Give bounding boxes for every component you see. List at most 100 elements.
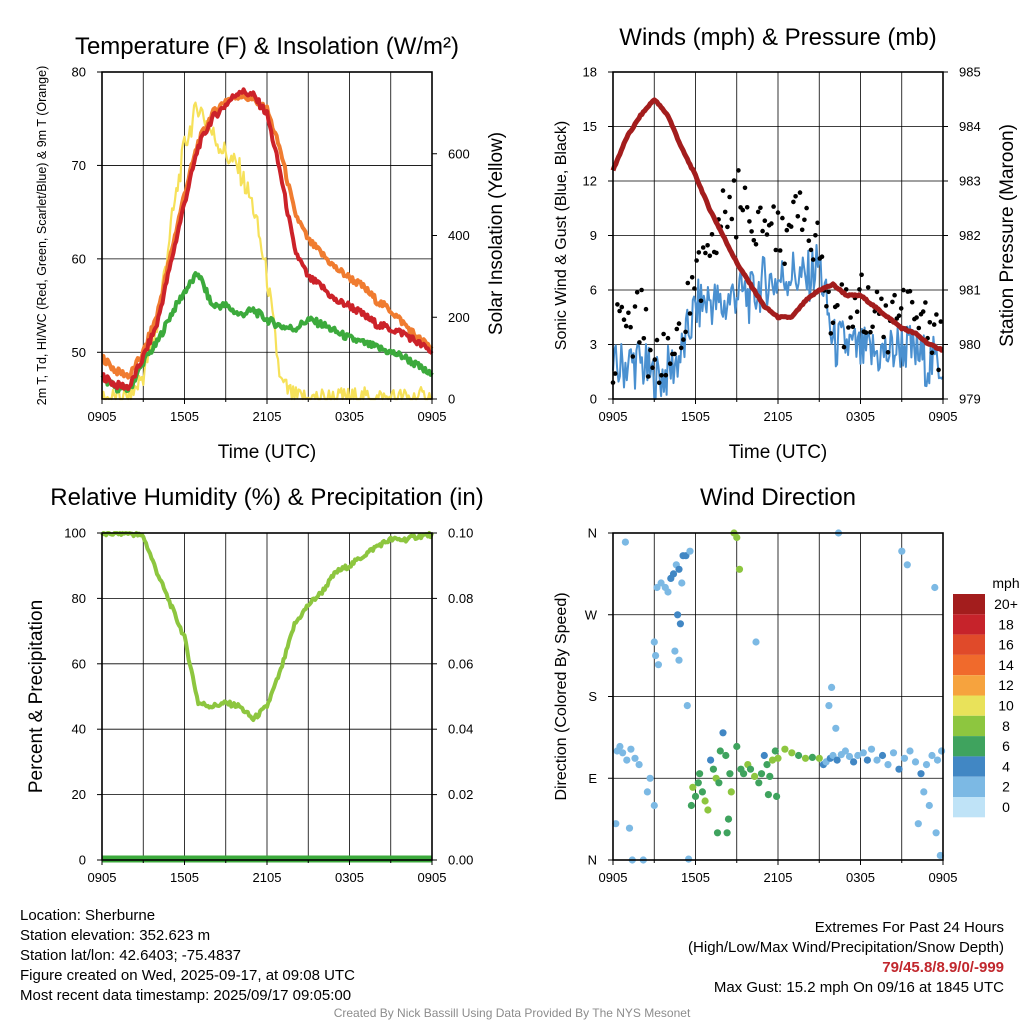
gust-point xyxy=(896,313,902,319)
direction-point xyxy=(878,751,887,760)
direction-point xyxy=(713,829,722,837)
legend-title: mph xyxy=(992,575,1019,591)
y-tick-label: W xyxy=(585,607,598,622)
gust-point xyxy=(740,207,746,213)
direction-point xyxy=(716,747,724,755)
direction-point xyxy=(936,851,944,860)
gust-point xyxy=(920,309,926,314)
gust-point xyxy=(744,205,750,210)
direction-point xyxy=(903,561,911,569)
direction-point xyxy=(829,751,837,760)
gust-point xyxy=(650,365,655,371)
y-tick-label: 20 xyxy=(72,787,86,802)
gust-point xyxy=(667,361,673,367)
direction-point xyxy=(895,765,903,773)
gust-point xyxy=(632,304,638,309)
direction-point xyxy=(764,791,773,799)
gust-point xyxy=(612,371,618,376)
gust-point xyxy=(645,374,651,379)
gust-point xyxy=(652,357,658,362)
direction-point xyxy=(733,533,741,542)
gust-point xyxy=(819,254,825,259)
extremes-legend: (High/Low/Max Wind/Precipitation/Snow De… xyxy=(688,939,1004,956)
legend-label: 10 xyxy=(998,698,1014,714)
gust-point xyxy=(709,232,715,237)
gust-point xyxy=(810,257,816,262)
y2-tick-label: 0.08 xyxy=(448,591,473,606)
legend-label: 16 xyxy=(998,637,1014,653)
direction-point xyxy=(616,742,624,751)
y2-tick-label: 400 xyxy=(448,228,470,243)
gust-point xyxy=(775,210,781,215)
direction-point xyxy=(808,753,817,762)
direction-point xyxy=(845,752,854,761)
gust-point xyxy=(799,227,805,233)
y2-tick-label: 981 xyxy=(959,283,981,298)
y-tick-label: 6 xyxy=(590,283,597,298)
gust-point xyxy=(773,247,779,253)
direction-point xyxy=(920,788,928,796)
gust-point xyxy=(771,204,776,209)
y2-tick-label: 982 xyxy=(959,228,981,243)
gust-point xyxy=(663,372,669,378)
gust-point xyxy=(751,238,757,243)
gust-point xyxy=(755,209,761,215)
direction-point xyxy=(707,756,715,764)
direction-point xyxy=(763,761,771,769)
gust-point xyxy=(760,228,765,234)
x-tick-label: 0305 xyxy=(846,870,875,885)
direction-point xyxy=(825,702,833,710)
gust-point xyxy=(830,320,836,326)
legend-label: 20+ xyxy=(994,596,1018,612)
y-tick-label: 50 xyxy=(72,345,86,360)
direction-point xyxy=(646,774,654,782)
station-info: Location: Sherburne Station elevation: 3… xyxy=(20,906,355,1006)
gust-point xyxy=(665,335,671,341)
direction-point xyxy=(689,783,697,791)
y-tick-label: E xyxy=(588,771,597,786)
gust-point xyxy=(619,304,625,310)
direction-point xyxy=(643,788,652,796)
direction-point xyxy=(928,751,936,760)
gust-point xyxy=(870,324,875,330)
gust-point xyxy=(639,287,644,293)
y-tick-label: 0 xyxy=(79,853,86,868)
gust-point xyxy=(898,306,904,311)
direction-point xyxy=(884,761,892,769)
direction-point xyxy=(612,820,620,828)
gust-point xyxy=(890,299,895,305)
location-text: Location: Sherburne xyxy=(20,907,156,924)
gust-point xyxy=(637,340,642,345)
legend-label: 6 xyxy=(1002,738,1010,754)
x-axis-label: Time (UTC) xyxy=(218,442,317,463)
y-tick-label: 60 xyxy=(72,656,86,671)
gust-point xyxy=(764,232,770,237)
gust-point xyxy=(934,312,939,317)
direction-point xyxy=(735,565,744,573)
gust-point xyxy=(850,324,856,330)
gust-point xyxy=(938,319,944,324)
x-tick-label: 0305 xyxy=(846,409,875,424)
direction-point xyxy=(675,565,683,573)
gust-point xyxy=(929,350,935,356)
y2-axis-label: Solar Insolation (Yellow) xyxy=(486,132,507,335)
y2-tick-label: 600 xyxy=(448,146,470,161)
gust-point xyxy=(707,253,713,259)
gust-point xyxy=(927,320,933,325)
direction-point xyxy=(701,797,709,805)
legend-swatch xyxy=(953,614,985,635)
direction-point xyxy=(719,729,727,737)
series-line-2m-temperature xyxy=(101,87,434,392)
gust-point xyxy=(747,219,752,224)
direction-point xyxy=(938,747,946,755)
y-tick-label: N xyxy=(588,853,597,868)
created-text: Figure created on Wed, 2025-09-17, at 09… xyxy=(20,967,355,984)
direction-point xyxy=(704,806,712,814)
gust-point xyxy=(769,221,774,226)
y2-tick-label: 985 xyxy=(959,65,981,80)
direction-point xyxy=(854,751,862,760)
elevation-text: Station elevation: 352.623 m xyxy=(20,927,211,944)
gust-point xyxy=(696,250,702,255)
direction-point xyxy=(751,772,759,781)
direction-point xyxy=(873,756,881,764)
